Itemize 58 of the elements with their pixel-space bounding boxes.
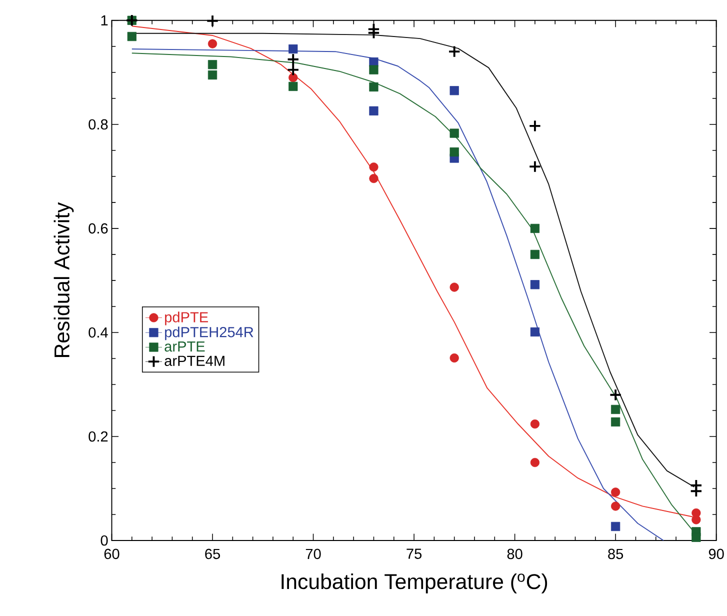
y-tick-label: 0.2 [88,431,108,442]
y-tick-label: 0.8 [88,119,108,130]
point [450,147,459,156]
x-tick-label: 75 [406,548,422,559]
point [528,120,542,132]
point [286,52,300,66]
point [450,86,459,96]
point [530,250,540,259]
point [448,45,461,58]
point [530,327,540,336]
legend-label: pdPTE [165,312,208,326]
x-tick-label: 80 [507,548,522,559]
legend-label: arPTE4M [164,356,224,366]
point [208,39,218,48]
point [530,224,540,233]
point [369,174,378,183]
x-tick-label: 65 [205,548,220,559]
point [367,26,380,40]
point [369,82,378,92]
point [450,282,459,292]
point [369,106,378,116]
point [611,522,620,531]
legend-label: pdPTEH254R [165,326,254,340]
point [611,404,620,414]
point [286,63,300,76]
point [288,82,298,91]
point [609,388,622,402]
point [208,60,218,70]
point [369,162,378,172]
point [690,484,702,498]
x-tick-label: 90 [708,548,724,559]
point [692,515,701,524]
y-tick-label: 0.4 [88,327,108,338]
point [127,32,136,41]
point [530,280,540,290]
x-tick-label: 85 [608,548,624,559]
point [206,14,219,28]
point [369,65,378,74]
x-axis-title: Incubation Temperature ($^{o}$C) [282,573,548,594]
point [611,487,620,497]
y-axis-title: Residual Activity [54,202,74,357]
legend-label: arPTE [164,341,205,352]
point [288,44,298,54]
point [611,502,620,511]
y-tick-label: 0 [100,535,108,546]
x-tick-label: 60 [104,548,120,559]
point [530,458,540,467]
point [528,160,542,173]
y-tick-label: 1 [101,15,108,26]
x-tick-label: 70 [306,548,321,559]
point [450,128,459,138]
point [530,419,540,428]
y-tick-label: 0.6 [88,223,108,234]
point [450,353,459,362]
point [692,532,701,542]
point [288,72,298,82]
point [611,417,620,426]
point [208,70,218,80]
